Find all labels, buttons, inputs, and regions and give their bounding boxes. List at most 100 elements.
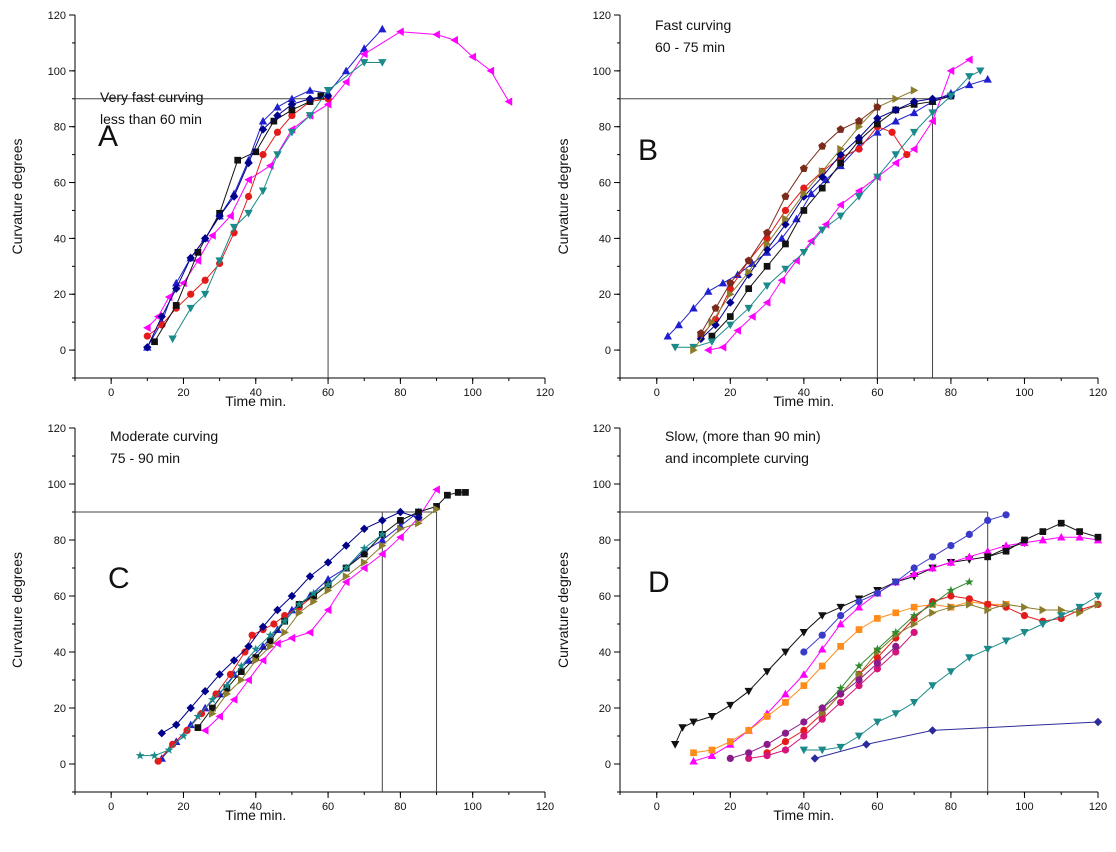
- x-tick-label: 40: [798, 801, 810, 813]
- y-tick-label: 80: [599, 535, 611, 547]
- data-point: [965, 73, 974, 81]
- data-point: [763, 713, 771, 720]
- data-point: [855, 682, 863, 690]
- data-point: [397, 517, 404, 524]
- data-point: [1057, 612, 1066, 620]
- data-point: [854, 732, 864, 741]
- y-tick-label: 20: [54, 289, 66, 301]
- data-point: [888, 128, 896, 136]
- data-point: [836, 200, 844, 210]
- data-point: [305, 112, 315, 120]
- series-line: [197, 491, 466, 728]
- data-point: [341, 577, 350, 587]
- data-point: [891, 710, 900, 718]
- data-point: [360, 59, 369, 67]
- data-point: [910, 619, 919, 629]
- data-point: [244, 642, 253, 651]
- data-point: [360, 550, 368, 558]
- data-point: [777, 276, 786, 285]
- y-tick-label: 40: [54, 647, 66, 659]
- series-line: [814, 721, 1099, 759]
- data-point: [689, 343, 698, 352]
- data-point: [462, 489, 469, 496]
- data-point: [781, 265, 790, 274]
- data-point: [287, 94, 297, 103]
- data-point: [818, 662, 826, 670]
- y-tick-label: 60: [54, 591, 66, 603]
- data-point: [154, 757, 162, 765]
- data-point: [892, 578, 900, 586]
- data-point: [294, 599, 304, 609]
- data-point: [689, 757, 698, 765]
- data-point: [237, 675, 246, 685]
- data-point: [258, 125, 268, 134]
- data-point: [273, 151, 282, 159]
- data-point: [855, 670, 864, 679]
- data-point: [266, 161, 274, 170]
- data-point: [855, 598, 863, 606]
- data-point: [983, 547, 992, 555]
- data-point: [258, 116, 268, 125]
- y-tick-label: 100: [48, 479, 66, 491]
- data-point: [678, 724, 687, 732]
- data-point: [711, 303, 720, 312]
- x-axis-label: Time min.: [225, 393, 286, 409]
- data-point: [836, 125, 845, 133]
- x-tick-label: 100: [464, 387, 482, 399]
- y-tick-label: 120: [48, 423, 66, 435]
- data-point: [193, 256, 202, 265]
- data-point: [873, 718, 882, 727]
- panel-annotation: 60 - 75 min: [655, 39, 725, 55]
- data-point: [947, 592, 955, 600]
- data-point: [287, 591, 297, 601]
- data-point: [200, 290, 210, 299]
- data-point: [873, 589, 881, 597]
- data-point: [229, 223, 239, 232]
- data-point: [1038, 535, 1048, 544]
- x-tick-label: 40: [798, 387, 810, 399]
- data-point: [726, 754, 734, 763]
- data-point: [872, 644, 882, 653]
- data-point: [799, 670, 809, 678]
- data-point: [200, 234, 210, 243]
- data-point: [726, 278, 735, 287]
- series-line: [748, 632, 915, 759]
- data-point: [670, 343, 680, 352]
- series-line: [147, 98, 329, 337]
- data-point: [295, 608, 304, 617]
- data-point: [748, 312, 756, 321]
- panel-annotation: Very fast curving: [100, 89, 204, 105]
- data-point: [800, 682, 808, 689]
- series: [151, 92, 325, 346]
- x-tick-label: 60: [322, 801, 334, 813]
- data-point: [726, 701, 735, 710]
- data-point: [223, 689, 232, 699]
- data-point: [807, 189, 816, 198]
- x-tick-label: 40: [250, 801, 262, 813]
- data-point: [928, 553, 937, 561]
- data-point: [287, 128, 297, 137]
- y-tick-label: 20: [54, 703, 66, 715]
- data-point: [143, 332, 151, 340]
- data-point: [726, 738, 734, 745]
- data-point: [707, 751, 717, 759]
- data-point: [504, 97, 513, 106]
- series: [143, 91, 333, 352]
- data-point: [323, 100, 332, 109]
- data-point: [946, 558, 956, 566]
- data-point: [305, 572, 315, 581]
- data-point: [273, 102, 282, 111]
- data-point: [891, 105, 900, 115]
- data-point: [689, 718, 698, 727]
- data-point: [226, 211, 234, 221]
- data-point: [874, 615, 881, 622]
- data-point: [450, 35, 458, 45]
- data-point: [854, 193, 864, 201]
- series: [663, 75, 992, 340]
- data-point: [172, 302, 180, 309]
- panel-annotation: Moderate curving: [110, 428, 218, 444]
- data-point: [818, 612, 827, 620]
- x-tick-label: 100: [464, 801, 482, 813]
- data-point: [259, 151, 267, 159]
- series: [670, 539, 1029, 749]
